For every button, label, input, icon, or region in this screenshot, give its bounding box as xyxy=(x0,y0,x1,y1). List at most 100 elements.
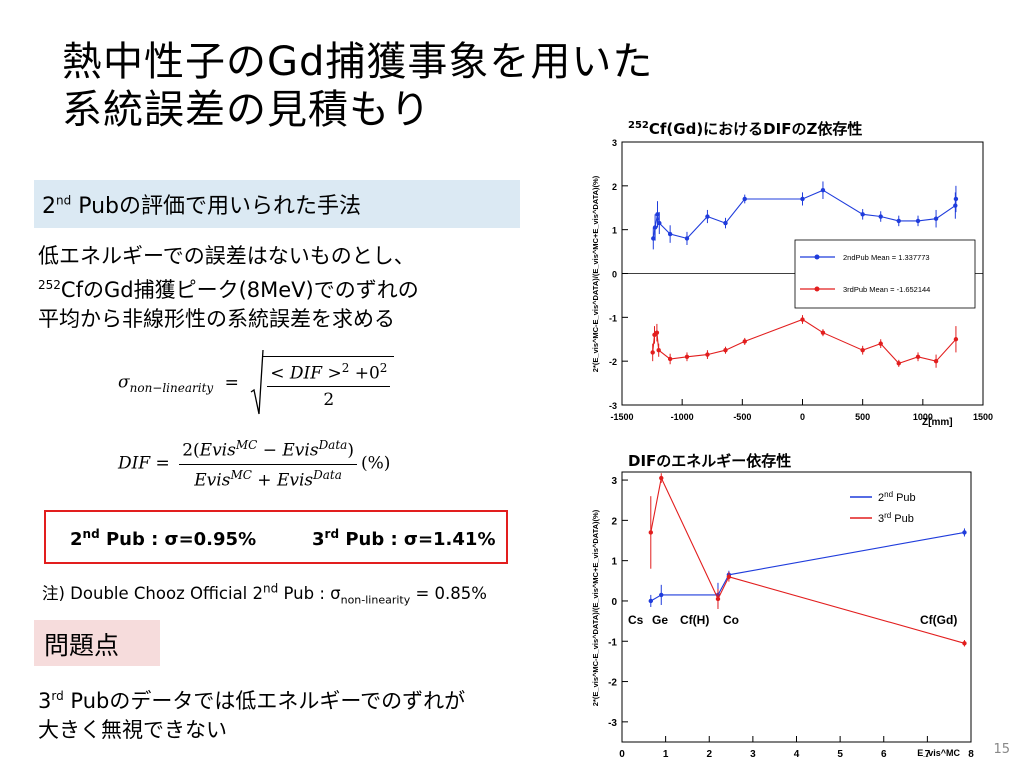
chart1-series-0-point-8 xyxy=(742,196,747,202)
sigma-denominator: 2 xyxy=(323,390,335,411)
slide-title: 熱中性子のGd捕獲事象を用いた 系統誤差の見積もり xyxy=(62,38,782,134)
r1-ord: nd xyxy=(82,527,100,541)
note-post: = 0.85% xyxy=(410,584,487,603)
chart1-series-0-point-9 xyxy=(800,196,805,202)
problem-line1: 3rd Pubのデータでは低エネルギーでのずれが xyxy=(38,682,598,716)
evis-mc: Evis xyxy=(199,440,236,461)
note-sub: non-linearity xyxy=(340,593,411,607)
chart1-xtick-label-4: 500 xyxy=(855,412,870,422)
chart2-xtick-label-0: 0 xyxy=(619,749,625,760)
minus-sign: − xyxy=(257,440,283,461)
chart1-legend-marker-2 xyxy=(814,286,820,292)
chart2-series-1-point-0 xyxy=(648,530,653,535)
chart1-ytick-label-6: 3 xyxy=(612,138,617,148)
chart1-series-1-point-8 xyxy=(742,339,747,344)
chart1-xtick-label-5: 1000 xyxy=(913,412,933,422)
result-3rd-pub: 3rd Pub : σ=1.41% xyxy=(312,527,495,550)
chart2-series-0-point-0 xyxy=(648,598,653,604)
num-suffix: ) xyxy=(347,440,354,461)
results-box: 2nd Pub : σ=0.95% 3rd Pub : σ=1.41% xyxy=(44,510,508,564)
chart1-title-text: Cf(Gd)におけるDIFのZ依存性 xyxy=(648,120,863,138)
den-data-sup: Data xyxy=(313,467,342,482)
den-mc-sup: MC xyxy=(230,467,252,482)
num-prefix: 2( xyxy=(182,440,200,461)
chart1-xtick-label-0: -1500 xyxy=(610,412,633,422)
chart2-ytick-label-5: 2 xyxy=(611,516,617,527)
chart2-ytick-label-6: 3 xyxy=(611,476,617,487)
method-heading-number: 2 xyxy=(42,194,56,219)
dif-exp: 2 xyxy=(341,360,350,375)
chart2-xtick-label-6: 6 xyxy=(881,749,887,760)
chart1-xtick-label-3: 0 xyxy=(800,412,805,422)
r2-ord: rd xyxy=(324,527,340,541)
chart2-axes: 0 1 2 3 4 5 6 7 8 -3 -2 -1 0 1 2 3 xyxy=(608,476,974,760)
chart1-legend-marker-1 xyxy=(814,254,820,260)
c2-l2-num: 3 xyxy=(878,513,884,525)
chart1-series-0-point-1 xyxy=(652,225,658,230)
zero-exp: 2 xyxy=(379,360,388,375)
chart1-series-0-point-17 xyxy=(953,196,959,202)
chart1-series-1-point-15 xyxy=(933,358,939,364)
chart2-series-1-point-1 xyxy=(659,475,664,481)
chart1-ytick-label-1: -2 xyxy=(609,357,617,367)
chart2-energy-dependence: 0 1 2 3 4 5 6 7 8 -3 -2 -1 0 1 2 3 2*(E_vis^MC-E_vis^DA… xyxy=(591,471,974,760)
chart2-annotation-co: Co xyxy=(723,613,739,627)
chart2-annotation-cfgd: Cf(Gd) xyxy=(920,613,957,627)
description-line1: 低エネルギーでの誤差はないものとし、 xyxy=(38,244,415,268)
c2-l1-text: Pub xyxy=(893,492,916,504)
chart1-series-1-point-12 xyxy=(878,341,883,346)
chart2-xtick-label-7: 7 xyxy=(925,749,931,760)
chart1-legend xyxy=(794,239,976,309)
slide-title-line2: 系統誤差の見積もり xyxy=(62,87,431,133)
note-pre: 注) Double Chooz Official 2 xyxy=(42,584,264,603)
slide-title-line1: 熱中性子のGd捕獲事象を用いた xyxy=(62,39,654,85)
chart2-xtick-label-8: 8 xyxy=(968,749,974,760)
problem-heading: 問題点 xyxy=(44,631,120,660)
method-heading-text: Pubの評価で用いられた手法 xyxy=(71,194,362,219)
chart1-series-1-point-7 xyxy=(723,348,728,353)
den-evis-mc: Evis xyxy=(194,470,231,491)
chart2-series-0-point-4 xyxy=(962,530,967,535)
result-2nd-pub: 2nd Pub : σ=0.95% xyxy=(70,527,256,550)
chart2-xlabel: E_vis^MC xyxy=(917,748,960,758)
chart1-ytick-label-4: 1 xyxy=(612,226,617,236)
chart1-series-0-point-14 xyxy=(915,218,921,224)
zero-term: +0 xyxy=(349,363,380,384)
chart2-series-0-point-1 xyxy=(659,592,664,598)
c2-l1-ord: nd xyxy=(884,490,893,499)
chart2-ytick-label-2: -1 xyxy=(608,637,617,648)
chart1-series-1-point-0 xyxy=(650,350,655,355)
chart2-series-1-point-2 xyxy=(715,596,721,602)
chart1-series-1-point-16 xyxy=(953,337,959,342)
chart1-legend-label-1: 2ndPub Mean = 1.337773 xyxy=(843,253,930,262)
description-line2: 252CfのGd捕獲ピーク(8MeV)でのずれの xyxy=(38,271,528,305)
chart2-legend xyxy=(841,483,959,533)
dif-lhs: DIF = xyxy=(118,453,170,474)
dif-fraction: 2(EvisMC − EvisData) EvisMC + EvisData xyxy=(179,438,357,490)
chart1-ytick-label-0: -3 xyxy=(609,401,617,411)
chart1-title-sup: 252 xyxy=(628,120,649,131)
chart1-legend-label-2: 3rdPub Mean = -1.652144 xyxy=(843,285,930,294)
evis-data: Evis xyxy=(282,440,319,461)
sigma-fraction: < DIF >2 +02 2 xyxy=(267,360,391,411)
c2-l1-num: 2 xyxy=(878,492,884,504)
sigma-equals: = xyxy=(224,372,239,393)
problem-line1-text: Pubのデータでは低エネルギーでのずれが xyxy=(63,689,466,713)
chart1-xtick-label-1: -1000 xyxy=(671,412,694,422)
chart2-xtick-label-1: 1 xyxy=(663,749,669,760)
chart2-xtick-label-3: 3 xyxy=(750,749,756,760)
note-sup: nd xyxy=(263,581,279,596)
chart1-series-0-point-3 xyxy=(657,220,662,226)
chart2-legend-label-1: 2nd Pub xyxy=(878,490,916,504)
chart1-ytick-label-3: 0 xyxy=(612,270,617,280)
chart1-series-1-point-6 xyxy=(705,352,710,357)
chart2-xtick-label-2: 2 xyxy=(706,749,712,760)
chart1-xtick-label-2: -500 xyxy=(733,412,751,422)
method-description: 低エネルギーでの誤差はないものとし、 252CfのGd捕獲ピーク(8MeV)での… xyxy=(38,242,528,334)
dif-numerator: 2(EvisMC − EvisData) xyxy=(179,438,357,465)
chart2-annotation-cfh: Cf(H) xyxy=(680,613,709,627)
chart1-series-1-point-10 xyxy=(820,330,826,335)
sqrt-radicand: < DIF >2 +02 2 xyxy=(263,355,395,411)
mc-sup: MC xyxy=(235,438,258,452)
chart1-series-0-point-13 xyxy=(896,218,901,224)
